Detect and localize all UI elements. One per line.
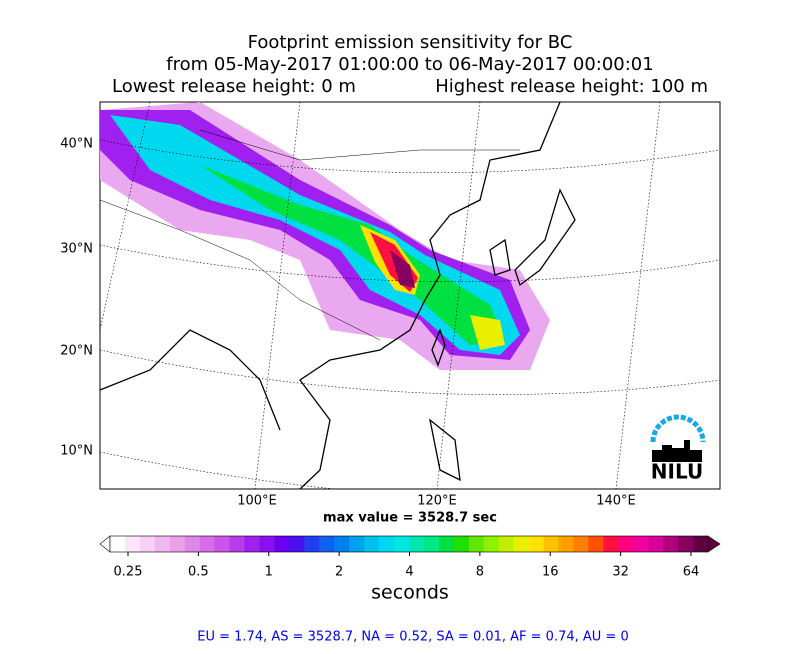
colorbar-segment — [573, 536, 589, 552]
lon-label: 120°E — [417, 494, 457, 509]
colorbar-tick-label: 8 — [476, 565, 484, 580]
coastline — [100, 102, 576, 489]
colorbar-segment — [364, 536, 380, 552]
colorbar-segment — [349, 536, 365, 552]
colorbar-segment — [199, 536, 216, 552]
colorbar-tick-label: 0.25 — [114, 565, 143, 580]
colorbar-tick-label: 1 — [265, 565, 273, 580]
colorbar-segment — [693, 536, 709, 552]
logo: NILU — [650, 414, 706, 484]
colorbar-segment — [379, 536, 395, 552]
colorbar-segment — [334, 536, 350, 552]
colorbar-segment — [274, 536, 290, 552]
lat-label: 40°N — [60, 137, 93, 152]
colorbar-segment — [528, 536, 545, 552]
lon-label: 100°E — [237, 494, 277, 509]
colorbar-segment — [438, 536, 455, 552]
title-line: Highest release height: 100 m — [435, 76, 708, 97]
colorbar-segment — [618, 536, 634, 552]
borders — [100, 129, 520, 341]
colorbar-segment — [648, 536, 664, 552]
colorbar-tick-label: 16 — [542, 565, 559, 580]
colorbar-segment — [603, 536, 619, 552]
colorbar-segment — [289, 536, 305, 552]
colorbar-segment — [588, 536, 604, 552]
colorbar-tick-label: 2 — [335, 565, 343, 580]
colorbar-segment — [229, 536, 246, 552]
title-line: from 05-May-2017 01:00:00 to 06-May-2017… — [166, 54, 653, 75]
colorbar-tick-label: 0.5 — [188, 565, 209, 580]
max-value: max value = 3528.7 sec — [323, 511, 497, 526]
lat-label: 30°N — [60, 242, 93, 257]
plume — [100, 102, 550, 370]
colorbar-segment — [169, 536, 186, 552]
colorbar-segment — [154, 536, 171, 552]
colorbar-segment — [124, 536, 141, 552]
colorbar-segment — [244, 536, 260, 552]
colorbar-segment — [184, 536, 201, 552]
title-line: Footprint emission sensitivity for BC — [248, 32, 573, 53]
colorbar-segment — [513, 536, 530, 552]
colorbar-segment — [468, 536, 485, 552]
lon-label: 140°E — [596, 494, 636, 509]
colorbar: 0.25 0.5 1 2 4 8 16 32 64 — [99, 535, 721, 580]
map: 40°N 30°N 20°N 10°N 100°E 120°E 140°E NI… — [60, 101, 721, 509]
colorbar-label: seconds — [371, 582, 449, 604]
colorbar-segment — [453, 536, 470, 552]
colorbar-segment — [214, 536, 231, 552]
logo-text: NILU — [651, 460, 703, 484]
colorbar-segment — [543, 536, 559, 552]
colorbar-segment — [110, 536, 126, 552]
lat-label: 10°N — [60, 444, 93, 459]
colorbar-segment — [423, 536, 440, 552]
colorbar-segment — [483, 536, 500, 552]
colorbar-tick-label: 64 — [683, 565, 700, 580]
colorbar-tick-label: 32 — [612, 565, 629, 580]
colorbar-segment — [678, 536, 694, 552]
colorbar-tick-label: 4 — [405, 565, 413, 580]
colorbar-segment — [259, 536, 275, 552]
footer: EU = 1.74, AS = 3528.7, NA = 0.52, SA = … — [197, 630, 628, 645]
colorbar-segment — [304, 536, 320, 552]
colorbar-segment — [319, 536, 335, 552]
title-line: Lowest release height: 0 m — [112, 76, 356, 97]
lat-label: 20°N — [60, 344, 93, 359]
colorbar-segment — [498, 536, 515, 552]
colorbar-segment — [663, 536, 679, 552]
colorbar-segment — [409, 536, 425, 552]
graticule — [100, 102, 720, 489]
colorbar-segment — [394, 536, 410, 552]
colorbar-segment — [558, 536, 574, 552]
colorbar-extend — [707, 535, 721, 553]
colorbar-segment — [139, 536, 156, 552]
colorbar-segment — [633, 536, 649, 552]
colorbar-extend — [99, 535, 111, 553]
